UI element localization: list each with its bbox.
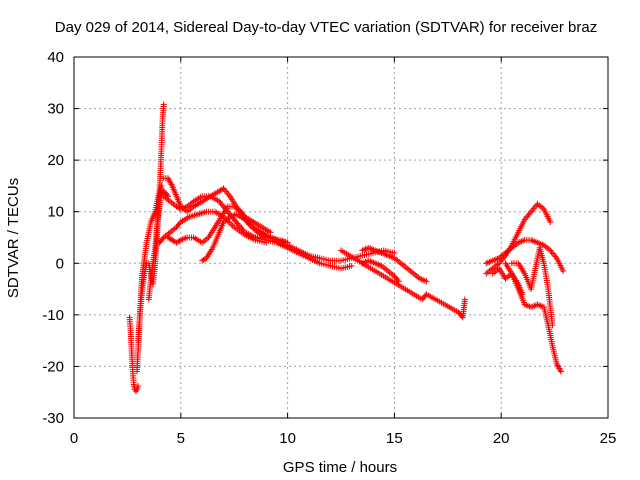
x-tick-label: 15 [386,430,403,447]
data-point [423,278,430,285]
data-point [135,383,142,390]
data-point [547,219,554,226]
data-point [241,216,248,223]
data-point [267,229,274,236]
y-tick-label: -10 [42,307,64,324]
x-axis-label: GPS time / hours [283,459,397,476]
y-tick-labels: -30 -20 -10 0 10 20 30 40 [42,49,64,427]
x-tick-label: 0 [70,430,78,447]
plot-area-frame [73,56,609,419]
y-tick-label: 40 [47,49,64,66]
data-point [249,222,255,229]
data-point [228,221,235,228]
x-tick-label: 20 [493,430,510,447]
y-tick-label: 10 [47,204,64,221]
y-tick-label: 30 [47,101,64,118]
data-point [159,235,166,242]
data-point [176,237,183,244]
y-tick-label: 20 [47,152,64,169]
data-points [126,101,567,395]
x-tick-labels: 0 5 10 15 20 25 [70,430,617,447]
data-point [219,186,226,193]
data-point [348,262,355,269]
data-point [461,296,468,303]
chart-title: Day 029 of 2014, Sidereal Day-to-day VTE… [55,19,597,36]
y-tick-label: -30 [42,410,64,427]
x-tick-label: 10 [279,430,296,447]
y-tick-label: 0 [56,255,64,272]
data-point [391,249,398,256]
data-point [158,182,165,189]
data-point [244,219,251,226]
data-point [160,101,167,108]
y-tick-label: -20 [42,358,64,375]
x-tick-label: 5 [177,430,185,447]
data-point [558,368,565,375]
data-point [247,221,254,228]
axis-ticks [73,56,609,419]
data-point [549,322,556,329]
data-point [519,291,526,298]
data-point [243,217,250,224]
x-tick-label: 25 [600,430,617,447]
y-axis-label: SDTVAR / TECUs [5,178,22,298]
data-point [394,277,401,284]
data-point [246,220,253,227]
data-point [560,268,567,275]
